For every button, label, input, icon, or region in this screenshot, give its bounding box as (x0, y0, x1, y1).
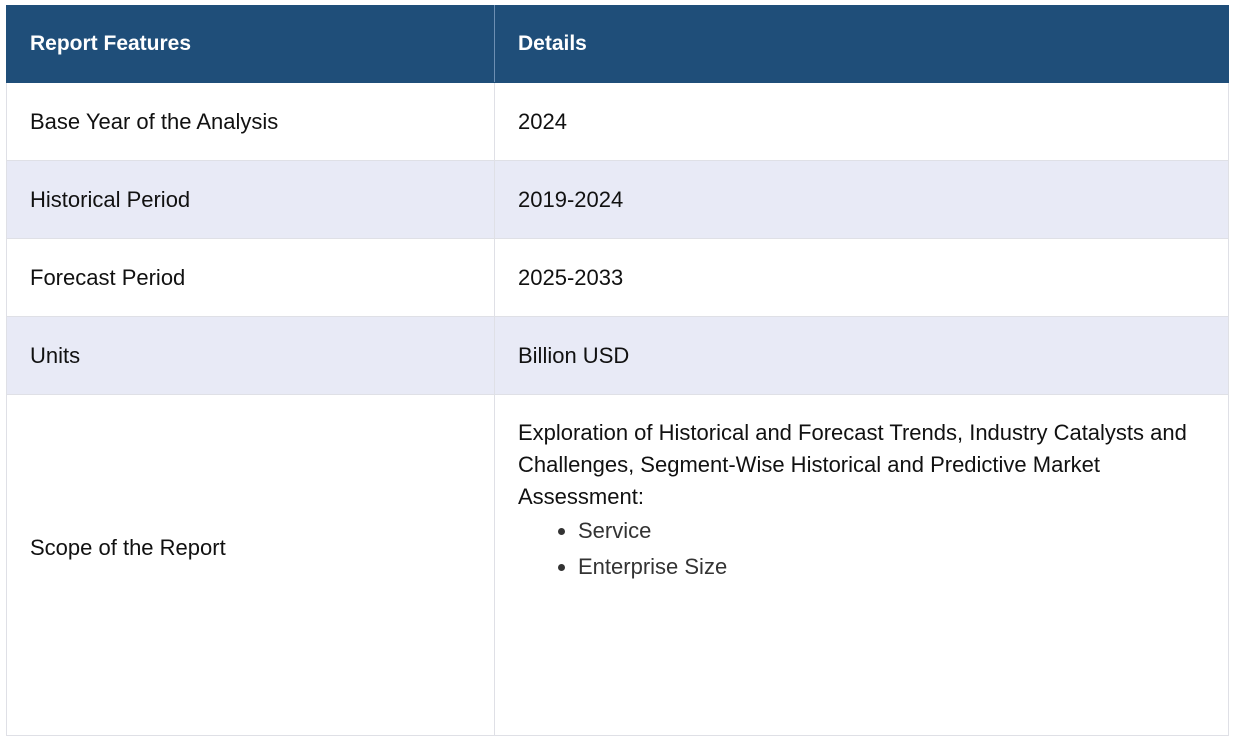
table-row: Forecast Period 2025-2033 (6, 238, 1229, 317)
scope-description: Exploration of Historical and Forecast T… (518, 420, 1187, 509)
detail-cell: 2019-2024 (494, 160, 1229, 239)
header-report-features: Report Features (6, 5, 495, 83)
detail-cell: 2024 (494, 82, 1229, 161)
feature-cell: Units (6, 316, 495, 395)
detail-cell: 2025-2033 (494, 238, 1229, 317)
scope-detail-cell: Exploration of Historical and Forecast T… (494, 394, 1229, 736)
scope-list-item: Service (578, 513, 1208, 549)
scope-list-item: Enterprise Size (578, 549, 1208, 585)
scope-row: Scope of the Report Exploration of Histo… (6, 394, 1229, 736)
report-features-table: Report Features Details Base Year of the… (6, 5, 1229, 736)
detail-cell: Billion USD (494, 316, 1229, 395)
scope-list: Service Enterprise Size (518, 513, 1208, 585)
table-body: Base Year of the Analysis 2024 Historica… (6, 82, 1229, 736)
feature-cell: Historical Period (6, 160, 495, 239)
table-row: Historical Period 2019-2024 (6, 160, 1229, 239)
feature-cell: Base Year of the Analysis (6, 82, 495, 161)
feature-cell: Forecast Period (6, 238, 495, 317)
table-header: Report Features Details (6, 5, 1229, 83)
table-row: Units Billion USD (6, 316, 1229, 395)
report-features-table-container: Report Features Details Base Year of the… (6, 5, 1229, 736)
table-row: Base Year of the Analysis 2024 (6, 82, 1229, 161)
scope-feature-cell: Scope of the Report (6, 394, 495, 736)
header-details: Details (494, 5, 1229, 83)
header-row: Report Features Details (6, 5, 1229, 83)
